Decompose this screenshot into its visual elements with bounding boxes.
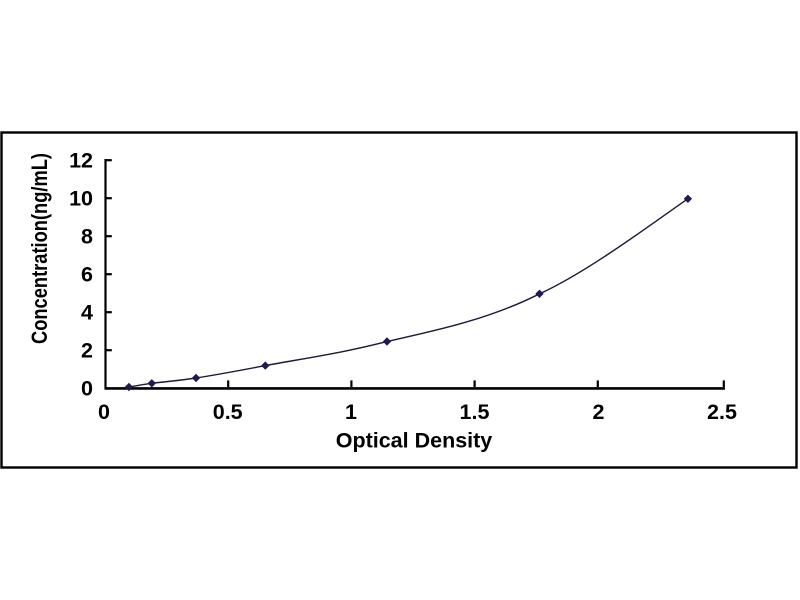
- svg-text:0: 0: [98, 400, 110, 424]
- svg-text:6: 6: [81, 263, 93, 287]
- svg-text:2: 2: [593, 400, 605, 424]
- svg-text:8: 8: [81, 225, 93, 249]
- svg-text:2: 2: [81, 339, 93, 363]
- svg-text:0.5: 0.5: [213, 400, 243, 424]
- svg-text:10: 10: [69, 187, 93, 211]
- svg-text:2.5: 2.5: [707, 400, 737, 424]
- svg-text:Optical Density: Optical Density: [336, 429, 493, 453]
- svg-text:12: 12: [69, 149, 93, 173]
- svg-text:1.5: 1.5: [460, 400, 490, 424]
- svg-text:Concentration(ng/mL): Concentration(ng/mL): [27, 153, 52, 344]
- svg-text:4: 4: [81, 301, 93, 325]
- svg-text:1: 1: [345, 400, 357, 424]
- svg-text:0: 0: [81, 377, 93, 401]
